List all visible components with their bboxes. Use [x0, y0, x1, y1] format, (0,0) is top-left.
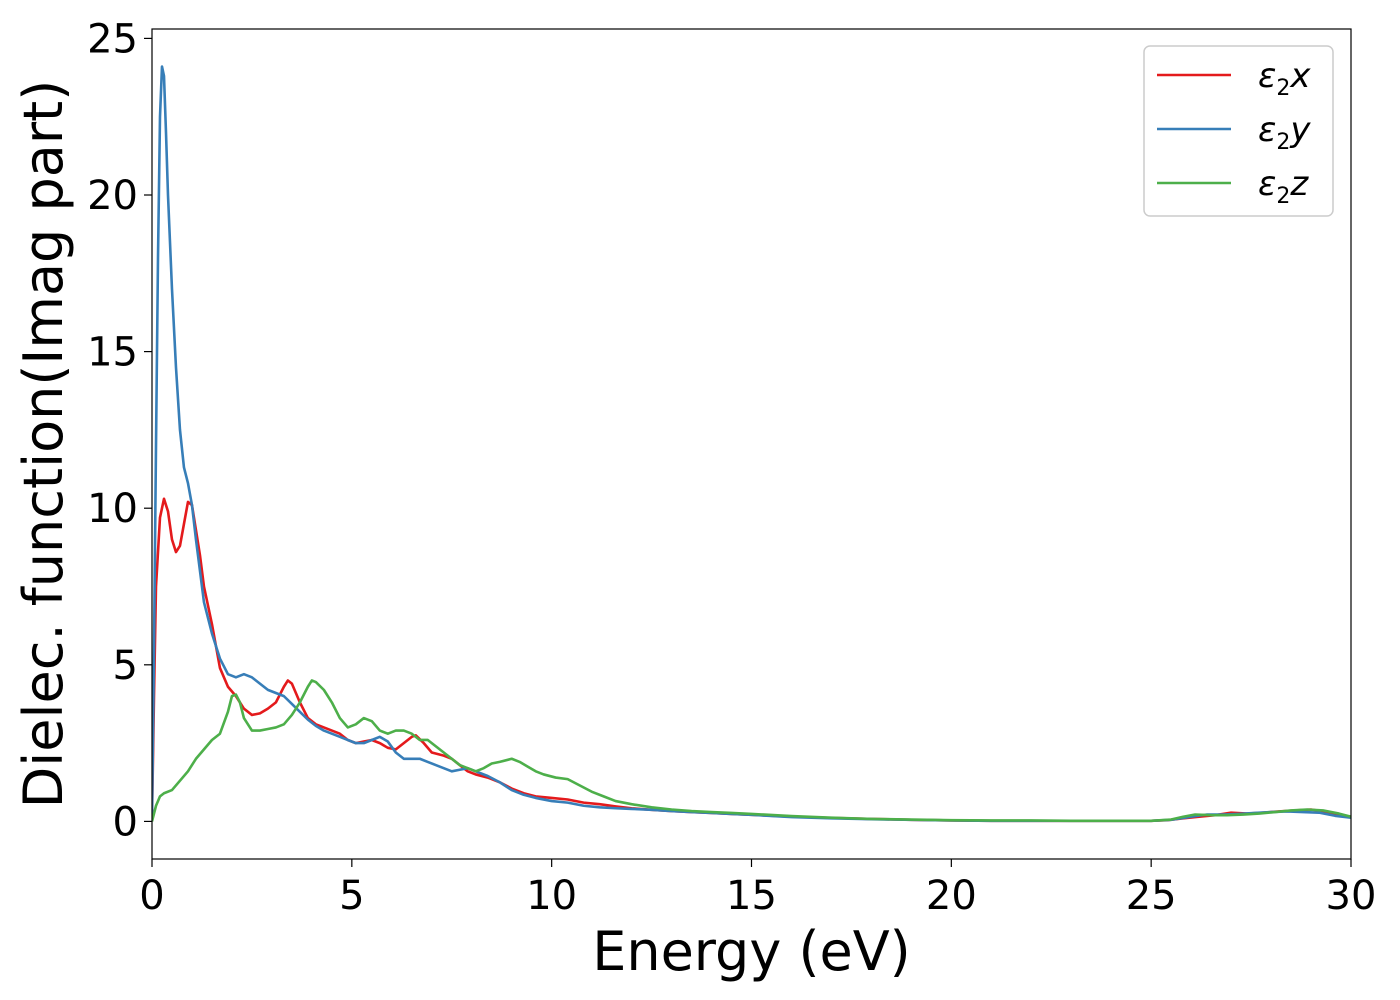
y-tick-label: 15	[87, 330, 138, 376]
y-tick-label: 10	[87, 486, 138, 532]
legend-label-z: ε2z	[1258, 164, 1309, 209]
x-tick-label: 5	[339, 873, 364, 919]
x-tick-label: 20	[926, 873, 977, 919]
legend-label-y: ε2y	[1258, 110, 1311, 155]
x-axis-title: Energy (eV)	[592, 920, 911, 983]
y-axis-title: Dielec. function(Imag part)	[12, 80, 75, 809]
y-tick-label: 0	[113, 799, 138, 845]
y-tick-label: 20	[87, 173, 138, 219]
y-tick-label: 5	[113, 643, 138, 689]
x-tick-label: 15	[726, 873, 777, 919]
x-tick-label: 25	[1126, 873, 1177, 919]
series-group	[152, 65, 1351, 823]
legend-box	[1143, 45, 1334, 217]
y-tick-label: 25	[87, 16, 138, 62]
x-tick-label: 0	[139, 873, 164, 919]
x-tick-label: 30	[1326, 873, 1377, 919]
y-axis-ticks: 0 5 10 15 20 25	[87, 16, 152, 845]
series-line-z	[152, 679, 1351, 823]
x-axis-ticks: 0 5 10 15 20 25 30	[139, 859, 1376, 919]
legend-label-x: ε2x	[1258, 56, 1311, 101]
x-tick-label: 10	[526, 873, 577, 919]
legend: ε2x ε2y ε2z	[1143, 45, 1334, 217]
